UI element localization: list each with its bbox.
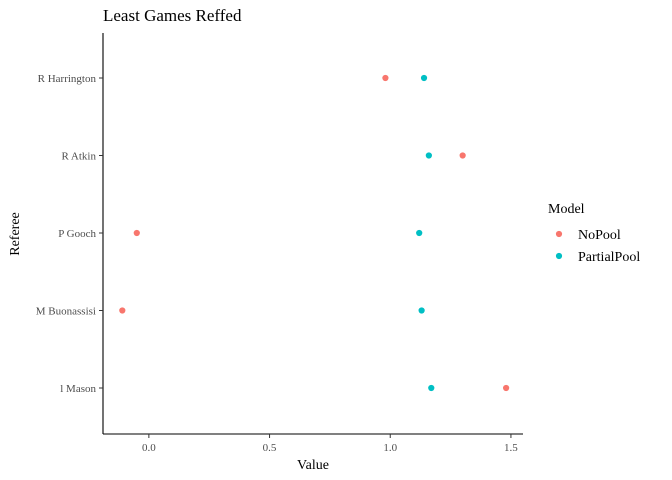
point-partialpool [420, 74, 428, 82]
point-nopool [119, 307, 126, 314]
y-tick-label: M Buonassisi [36, 306, 96, 318]
x-axis-title: Value [297, 458, 329, 473]
point-partialpool [425, 152, 432, 159]
legend-key-partialpool [555, 252, 563, 260]
point-nopool [459, 152, 466, 159]
point-partialpool [416, 229, 423, 237]
legend-label-nopool: NoPool [578, 228, 621, 243]
x-tick-label: 0.5 [263, 442, 277, 454]
chart-title: Least Games Reffed [103, 6, 242, 25]
y-axis-title: Referee [8, 212, 23, 256]
y-tick-label: P Gooch [58, 228, 96, 240]
y-tick-label: l Mason [60, 383, 96, 395]
point-nopool [133, 229, 140, 237]
point-partialpool [428, 384, 435, 392]
point-nopool [503, 384, 510, 392]
legend-key-nopool [555, 230, 563, 238]
y-tick-label: R Harrington [38, 73, 97, 85]
legend-title: Model [548, 202, 585, 217]
point-partialpool [418, 307, 425, 314]
x-tick-label: 1.5 [504, 442, 518, 454]
x-tick-label: 0.0 [142, 442, 156, 454]
y-tick-label: R Atkin [61, 151, 96, 163]
x-tick-label: 1.0 [383, 442, 397, 454]
legend: Model NoPool PartialPool [548, 202, 640, 265]
point-nopool [382, 74, 389, 82]
plot-area: 0.0 0.5 1.0 1.5 R Harrington R Atkin P Gooch M … [36, 33, 523, 454]
legend-label-partialpool: PartialPool [578, 250, 640, 265]
